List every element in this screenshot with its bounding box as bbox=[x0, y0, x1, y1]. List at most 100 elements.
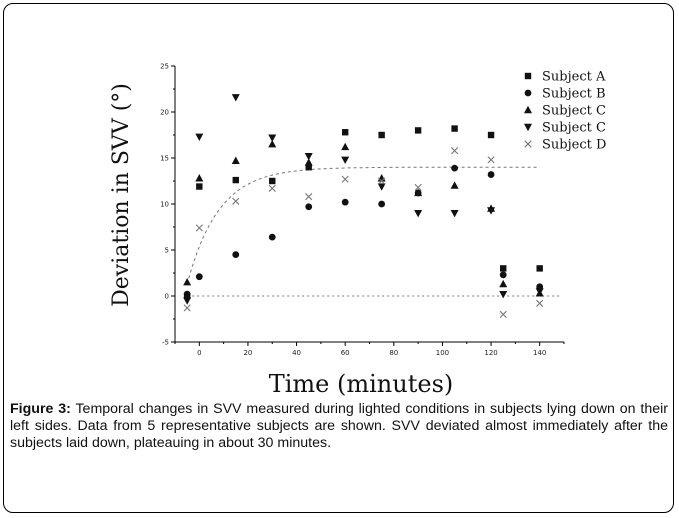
data-point-triangle-down bbox=[341, 156, 350, 165]
y-tick-label: 25 bbox=[160, 63, 169, 71]
data-point-square bbox=[305, 164, 312, 171]
x-tick-label: 20 bbox=[243, 349, 252, 357]
data-point-circle bbox=[378, 200, 386, 208]
data-point-triangle-down bbox=[487, 207, 496, 215]
data-point-triangle-down bbox=[414, 210, 423, 218]
x-marker-stroke bbox=[183, 304, 191, 312]
data-point-x bbox=[499, 310, 507, 318]
x-marker-stroke bbox=[378, 177, 386, 185]
svv-chart: -5 0 5 10 15 20 25 0 20 40 60 80 100 120 140 Deviation… bbox=[109, 63, 606, 399]
data-point-triangle-up bbox=[341, 142, 350, 151]
x-marker-stroke bbox=[414, 183, 422, 192]
data-point-x bbox=[341, 175, 349, 183]
data-point-triangle-down bbox=[450, 210, 459, 218]
data-point-circle bbox=[232, 251, 240, 258]
data-point-square bbox=[269, 177, 276, 185]
y-tick-label: -5 bbox=[162, 339, 169, 347]
data-point-triangle-down bbox=[231, 94, 240, 102]
data-point-square bbox=[487, 131, 495, 139]
data-point-x bbox=[305, 193, 313, 201]
data-point-x bbox=[183, 304, 191, 312]
caption-label: Figure 3: bbox=[10, 401, 71, 417]
legend-label: Subject A bbox=[542, 70, 606, 85]
x-marker-stroke bbox=[232, 197, 240, 205]
data-point-square bbox=[341, 129, 349, 136]
data-point-triangle-down bbox=[535, 288, 544, 296]
fit-curve bbox=[186, 166, 540, 285]
legend-label: Subject B bbox=[542, 87, 606, 102]
data-point-triangle-up bbox=[450, 181, 459, 189]
x-tick-label: 120 bbox=[484, 349, 497, 357]
data-point-square bbox=[378, 131, 385, 139]
data-point-circle bbox=[268, 233, 276, 241]
data-point-square bbox=[414, 127, 422, 134]
data-point-square bbox=[451, 125, 458, 132]
data-point-triangle-down bbox=[183, 297, 192, 305]
x-marker-stroke bbox=[487, 156, 495, 164]
y-tick-label: 10 bbox=[160, 201, 169, 209]
legend-label: Subject C bbox=[542, 121, 606, 136]
data-point-circle bbox=[487, 171, 495, 178]
data-point-triangle-up bbox=[183, 278, 192, 286]
x-marker-stroke bbox=[305, 193, 313, 201]
y-tick-label: 20 bbox=[160, 109, 169, 117]
data-point-triangle-down bbox=[304, 152, 313, 161]
x-tick-label: 0 bbox=[197, 349, 201, 357]
x-tick-label: 40 bbox=[292, 349, 301, 357]
x-marker-stroke bbox=[499, 310, 507, 318]
legend-marker-square bbox=[524, 72, 532, 80]
x-marker-stroke bbox=[195, 224, 203, 232]
data-point-square bbox=[500, 265, 507, 272]
data-point-x bbox=[378, 177, 386, 185]
legend-marker-circle bbox=[524, 89, 532, 97]
data-point-x bbox=[232, 197, 240, 205]
legend-marker-triangle-up bbox=[524, 105, 532, 114]
x-marker-stroke bbox=[524, 140, 532, 148]
data-point-circle bbox=[499, 271, 507, 279]
data-point-square bbox=[196, 183, 203, 190]
data-point-circle bbox=[195, 273, 203, 281]
data-point-triangle-down bbox=[377, 183, 386, 191]
x-tick-label: 60 bbox=[341, 349, 350, 357]
y-tick-label: 15 bbox=[160, 155, 169, 163]
y-axis-label: Deviation in SVV (°) bbox=[109, 83, 134, 307]
figure-caption: Figure 3: Temporal changes in SVV measur… bbox=[10, 401, 668, 452]
axis-ticks: -5 0 5 10 15 20 25 0 20 40 60 80 100 120 140 bbox=[160, 63, 565, 357]
figure-frame bbox=[3, 3, 674, 513]
data-point-triangle-up bbox=[195, 174, 204, 182]
data-point-circle bbox=[305, 203, 313, 211]
caption-text: Temporal changes in SVV measured during … bbox=[10, 401, 668, 451]
data-point-square bbox=[232, 176, 239, 184]
legend-label: Subject D bbox=[542, 138, 606, 153]
legend-marker-triangle-down bbox=[524, 123, 532, 132]
data-point-triangle-down bbox=[268, 134, 277, 142]
x-marker-stroke bbox=[451, 147, 459, 155]
data-point-x bbox=[487, 156, 495, 164]
legend: Subject A Subject B Subject C Subject C Subj… bbox=[524, 70, 606, 153]
y-tick-label: 5 bbox=[165, 247, 169, 255]
data-point-triangle-up bbox=[268, 140, 277, 148]
data-point-triangle-up bbox=[304, 158, 313, 166]
legend-label: Subject C bbox=[542, 104, 606, 119]
data-point-circle bbox=[451, 164, 458, 172]
x-marker-stroke bbox=[268, 184, 276, 192]
data-point-triangle-down bbox=[195, 133, 204, 142]
legend-marker-x bbox=[524, 140, 532, 148]
data-point-circle bbox=[341, 198, 349, 206]
y-tick-label: 0 bbox=[165, 293, 169, 301]
data-point-triangle-down bbox=[499, 290, 508, 299]
data-point-square bbox=[536, 265, 543, 272]
data-point-circle bbox=[183, 290, 191, 298]
data-point-x bbox=[195, 224, 203, 232]
x-tick-label: 140 bbox=[533, 349, 546, 357]
data-point-triangle-up bbox=[499, 279, 508, 288]
data-point-x bbox=[414, 183, 422, 192]
data-point-triangle-up bbox=[414, 188, 423, 197]
data-marks bbox=[183, 94, 560, 318]
x-marker-stroke bbox=[536, 299, 544, 307]
data-point-x bbox=[536, 299, 544, 307]
data-point-x bbox=[451, 147, 459, 155]
x-marker-stroke bbox=[341, 175, 349, 183]
x-tick-label: 100 bbox=[436, 349, 449, 357]
x-axis-label: Time (minutes) bbox=[269, 370, 454, 398]
